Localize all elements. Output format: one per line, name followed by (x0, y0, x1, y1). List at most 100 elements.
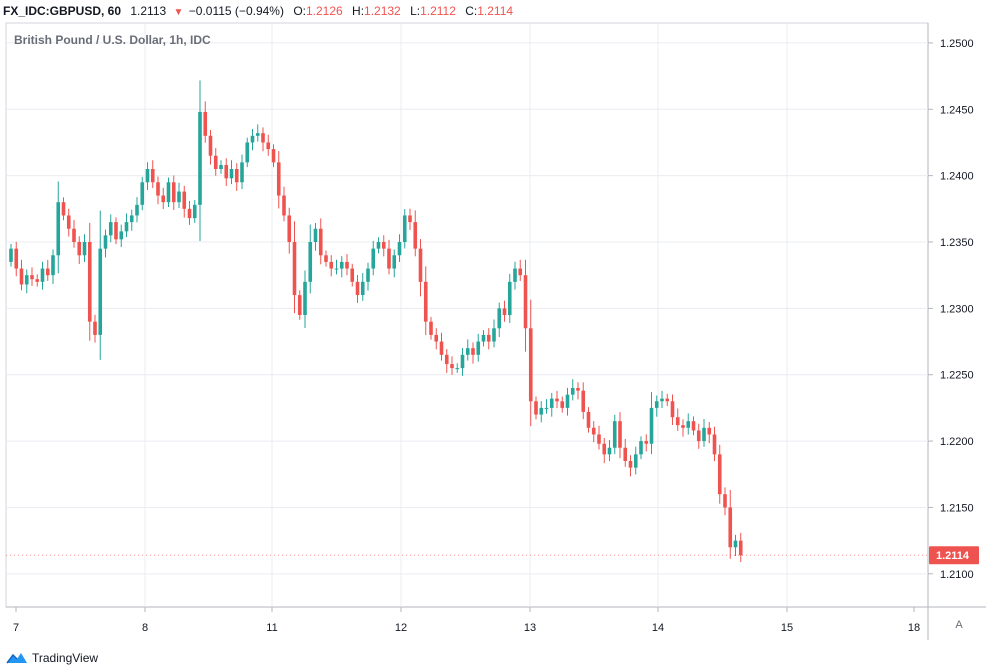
candle-body (675, 417, 680, 426)
candle-body (103, 235, 108, 249)
candle-body (355, 281, 360, 296)
candle-body (686, 421, 691, 428)
candle-body (61, 202, 66, 216)
candle-body (518, 268, 523, 276)
candle-body (156, 182, 160, 196)
candle-body (649, 407, 654, 444)
candle-body (292, 242, 297, 296)
candle-body (460, 354, 465, 369)
candle-body (203, 111, 208, 136)
candle-body (717, 454, 722, 495)
down-arrow-icon: ▼ (173, 7, 184, 18)
candle-body (224, 165, 229, 179)
candle-body (166, 182, 171, 203)
candle-body (308, 242, 313, 282)
candle-body (502, 308, 507, 315)
candle-body (628, 461, 633, 468)
candle-body (576, 388, 580, 391)
symbol-header: FX_IDC:GBPUSD, 60 1.2113 ▼ −0.0115 (−0.9… (0, 0, 986, 22)
candle-body (35, 279, 40, 282)
candle-body (19, 268, 24, 285)
candle-body (93, 321, 97, 335)
candle-body (360, 281, 365, 296)
last-price-badge (929, 546, 979, 565)
symbol-label[interactable]: FX_IDC:GBPUSD, 60 (3, 4, 122, 18)
candle-body (497, 308, 502, 329)
candle-body (87, 242, 92, 322)
candle-body (602, 443, 607, 455)
candle-body (250, 135, 255, 143)
low-label: L: (410, 4, 421, 18)
candle-body (198, 111, 202, 205)
candle-body (654, 401, 659, 408)
time-tick-label: 8 (142, 622, 148, 634)
time-tick-label: 12 (395, 622, 407, 634)
time-tick-label: 18 (908, 622, 920, 634)
candle-body (528, 328, 533, 402)
high-label: H: (352, 4, 365, 18)
candle-body (570, 388, 575, 395)
candle-body (481, 334, 486, 342)
candle-body (560, 401, 565, 408)
candle-body (114, 222, 118, 240)
candle-body (219, 165, 223, 169)
candle-body (371, 248, 376, 269)
candle-body (439, 341, 444, 355)
candle-body (434, 334, 439, 342)
last-price: 1.2113 (130, 4, 167, 18)
price-tick-label: 1.2350 (940, 237, 974, 249)
price-chart[interactable]: 1.2500 1.2450 1.2400 1.2350 1.2300 1.2250 1.22… (0, 22, 986, 640)
candle-body (303, 281, 307, 315)
candle-body (696, 430, 701, 442)
candle-body (413, 222, 418, 249)
candle-body (187, 208, 192, 219)
candle-body (45, 268, 50, 276)
price-tick-label: 1.2100 (940, 569, 974, 581)
candle-body (150, 169, 155, 183)
candle-body (581, 390, 586, 412)
candle-body (245, 142, 250, 163)
candle-body (9, 248, 13, 262)
time-tick-label: 7 (13, 622, 19, 634)
candle-body (492, 328, 496, 342)
candle-body (208, 135, 213, 156)
price-tick-label: 1.2150 (940, 502, 974, 514)
candle-body (339, 261, 344, 269)
candle-body (98, 248, 103, 335)
candle-body (72, 228, 76, 242)
candle-body (240, 162, 244, 183)
open-label: O: (293, 4, 306, 18)
candle-body (471, 348, 475, 355)
candle-body (271, 149, 276, 163)
candle-body (591, 427, 596, 435)
price-tick-label: 1.2300 (940, 303, 974, 315)
candle-body (345, 261, 349, 269)
candle-body (539, 407, 544, 415)
candle-body (66, 215, 71, 229)
candle-body (402, 215, 407, 242)
candle-body (423, 281, 428, 322)
price-tick-label: 1.2400 (940, 171, 974, 183)
candle-body (397, 242, 402, 256)
candle-body (40, 268, 45, 282)
tradingview-logo-icon (6, 653, 27, 664)
candle-body (523, 275, 528, 329)
candle-body (476, 341, 481, 355)
candle-body (633, 454, 638, 468)
high-value: 1.2132 (364, 4, 401, 18)
candle-body (30, 275, 34, 280)
candle-body (24, 275, 29, 285)
candle-body (276, 162, 281, 196)
plot-frame (5, 22, 929, 608)
auto-scale-button[interactable]: A (955, 619, 963, 631)
candle-body (77, 242, 82, 256)
candle-body (450, 364, 454, 369)
time-tick-label: 15 (781, 622, 793, 634)
candle-body (623, 447, 628, 461)
low-value: 1.2112 (420, 4, 456, 18)
candle-body (549, 398, 554, 408)
candle-body (297, 295, 302, 315)
tradingview-branding[interactable]: TradingView (6, 648, 98, 668)
candle-body (728, 507, 733, 548)
candle-body (670, 401, 675, 418)
